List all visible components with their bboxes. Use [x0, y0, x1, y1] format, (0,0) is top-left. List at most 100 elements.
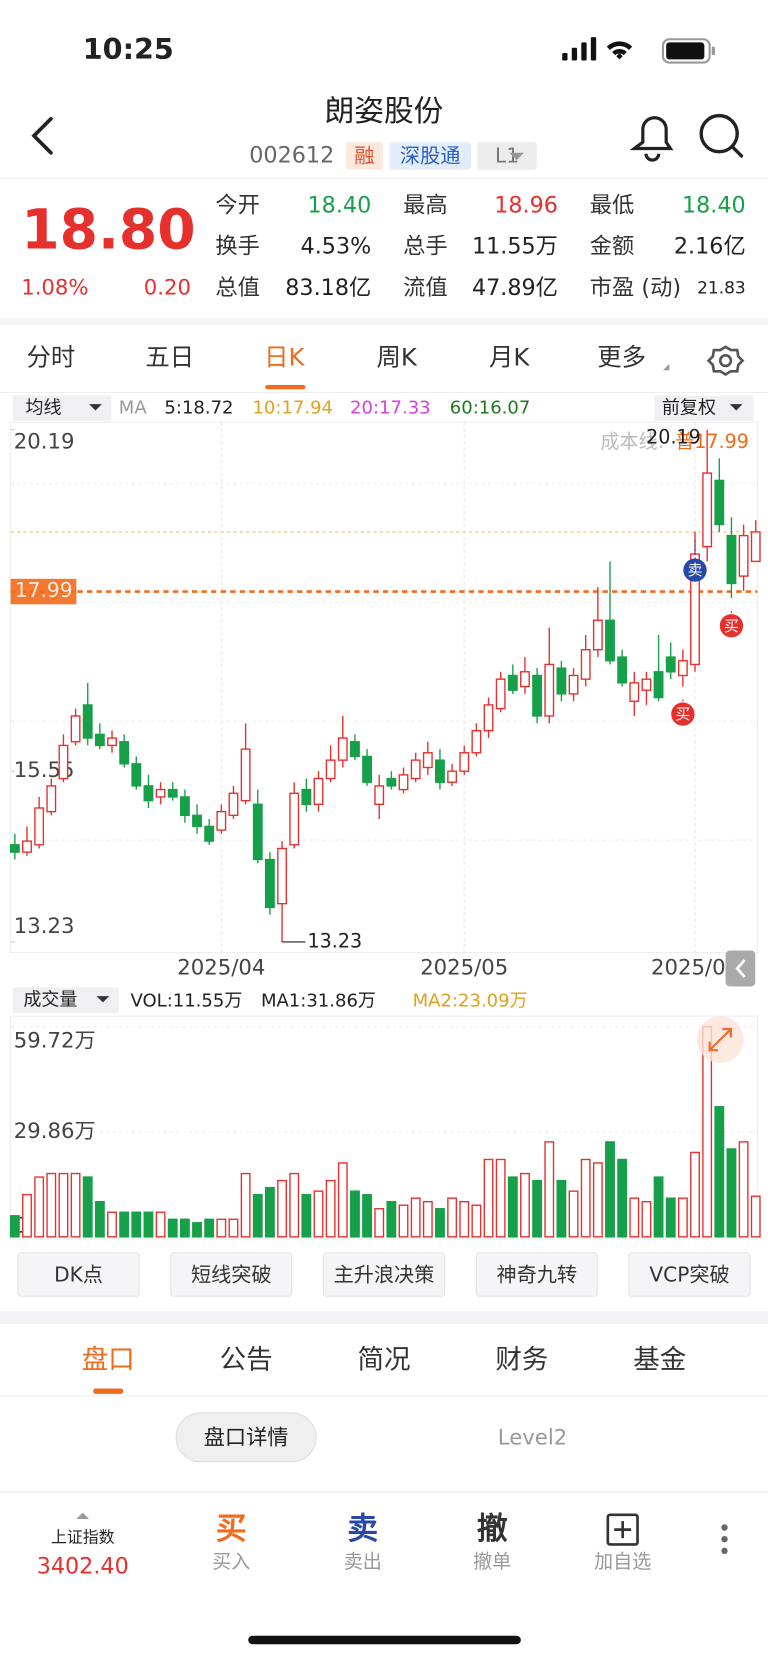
back-button[interactable] — [31, 116, 53, 155]
tool-button[interactable] — [17, 1252, 140, 1297]
tool-label[interactable]: VCP突破 — [649, 1263, 729, 1287]
action-label[interactable]: 卖出 — [344, 1550, 382, 1573]
index-name[interactable]: 上证指数 — [51, 1528, 115, 1547]
candle-body — [738, 534, 749, 577]
settings-button[interactable] — [706, 345, 745, 376]
volume-bar — [192, 1222, 202, 1238]
candle-body — [325, 759, 336, 780]
period-tab[interactable]: 分时 — [27, 343, 76, 372]
candle-body — [119, 741, 130, 765]
search-button[interactable] — [699, 113, 744, 158]
tag-bg — [345, 142, 383, 170]
signal-label: 买 — [724, 617, 739, 635]
volume-chart: VOL:11.55万 MA1:31.86万 MA2:23.09万029.86万59.… — [9, 990, 761, 1240]
volume-bar — [507, 1176, 518, 1238]
candle-body — [289, 792, 300, 846]
tag-bg — [389, 142, 471, 170]
tool-label[interactable]: 主升浪决策 — [334, 1263, 435, 1287]
last-price: 18.80 — [21, 198, 195, 262]
volume-bar — [398, 1204, 409, 1238]
expand-button[interactable] — [696, 1016, 744, 1063]
candle-body — [459, 752, 470, 772]
info-tab[interactable]: 简况 — [357, 1344, 410, 1375]
volume-bar — [532, 1179, 543, 1238]
volume-bar — [690, 1151, 700, 1238]
candle-body — [34, 807, 45, 846]
watchlist-icon[interactable] — [606, 1513, 639, 1546]
candle-body — [107, 737, 117, 747]
volume-bar — [580, 1158, 591, 1238]
action-icon[interactable]: 买 — [216, 1511, 247, 1547]
volume-bar — [726, 1148, 737, 1238]
period-tab[interactable]: 月K — [489, 343, 530, 372]
x-tick-label: 2025/06 — [651, 955, 739, 980]
volume-bar — [605, 1141, 615, 1238]
signal-badge — [683, 558, 707, 582]
bell-button[interactable] — [629, 116, 674, 162]
volume-title: 成交量 — [23, 989, 77, 1010]
stat-label: 总值 — [215, 275, 260, 301]
info-tab[interactable]: 财务 — [495, 1344, 548, 1375]
volume-bar — [167, 1218, 178, 1238]
stat-label: 换手 — [215, 234, 260, 260]
info-tab[interactable]: 公告 — [220, 1344, 273, 1375]
sub-tab[interactable]: Level2 — [498, 1425, 567, 1450]
candle-body — [155, 788, 166, 798]
volume-bar — [350, 1190, 360, 1238]
volume-bar — [277, 1179, 287, 1238]
low-label: 13.23 — [308, 929, 363, 952]
action-label[interactable]: 撤单 — [473, 1550, 511, 1573]
candle-body — [143, 785, 154, 802]
stock-title: 朗姿股份 — [325, 94, 444, 129]
sub-tab[interactable]: 盘口详情 — [204, 1425, 289, 1450]
candle-body — [240, 748, 251, 802]
candle-body — [617, 656, 628, 684]
signal-label: 卖 — [688, 561, 703, 579]
period-tab[interactable]: 更多 — [597, 343, 646, 372]
period-tab[interactable]: 日K — [264, 343, 305, 372]
collapse-button[interactable] — [725, 950, 756, 987]
tool-label[interactable]: 神奇九转 — [496, 1263, 577, 1287]
plot-frame — [10, 421, 758, 954]
candle-body — [447, 770, 458, 783]
info-tab[interactable]: 盘口 — [82, 1344, 135, 1375]
volume-bar — [471, 1204, 482, 1238]
candle-body — [750, 531, 761, 563]
index-value[interactable]: 3402.40 — [37, 1553, 129, 1579]
tool-button[interactable] — [628, 1252, 751, 1297]
volume-bar — [301, 1193, 312, 1238]
tool-label[interactable]: DK点 — [54, 1263, 103, 1287]
period-tab[interactable]: 五日 — [145, 343, 194, 372]
signal-badge — [719, 614, 744, 638]
action-label[interactable]: 买入 — [212, 1550, 250, 1573]
action-icon[interactable]: 卖 — [347, 1511, 378, 1547]
tool-button[interactable] — [323, 1252, 445, 1297]
candle-body — [204, 825, 215, 842]
action-label[interactable]: 加自选 — [594, 1550, 651, 1573]
candle-body — [82, 704, 93, 739]
volume-bar — [179, 1218, 190, 1238]
stat-value: 83.18亿 — [285, 275, 371, 301]
volume-bar — [82, 1176, 93, 1238]
more-button[interactable] — [721, 1524, 728, 1555]
info-tab[interactable]: 基金 — [633, 1344, 686, 1375]
cost-label: 17.99 — [15, 578, 73, 602]
sub-tab-active[interactable] — [175, 1412, 317, 1463]
ma-legend-item: 20:17.33 — [350, 397, 431, 418]
candle-body — [313, 777, 324, 805]
volume-bar — [495, 1158, 506, 1238]
tool-button[interactable] — [475, 1252, 598, 1297]
volume-bar — [264, 1186, 275, 1238]
action-icon[interactable]: 撤 — [477, 1511, 508, 1547]
period-tab[interactable]: 周K — [377, 343, 418, 372]
dropdown-arrow[interactable] — [509, 152, 525, 161]
candle-body — [179, 796, 190, 817]
tool-button[interactable] — [170, 1252, 293, 1297]
volume-bar — [617, 1158, 628, 1238]
tool-label[interactable]: 短线突破 — [191, 1263, 272, 1287]
candle-body — [677, 660, 688, 677]
cost-text: 成本线: — [600, 430, 664, 453]
status-time: 10:25 — [83, 32, 174, 66]
volume-bar — [374, 1208, 385, 1238]
divider — [0, 1490, 768, 1494]
